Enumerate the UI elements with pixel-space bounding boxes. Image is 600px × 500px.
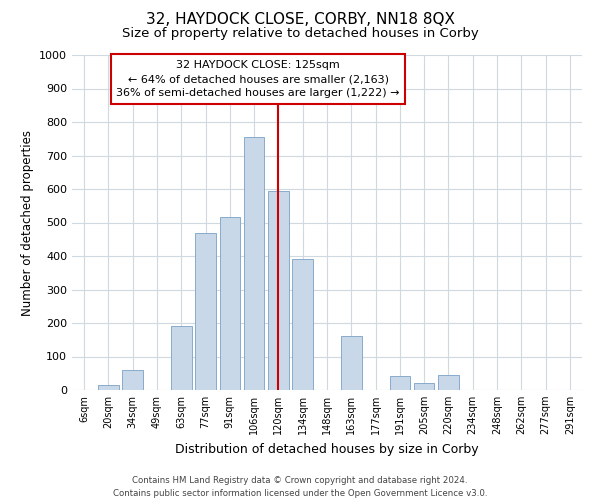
Bar bbox=[122, 370, 143, 390]
Bar bbox=[268, 190, 289, 390]
X-axis label: Distribution of detached houses by size in Corby: Distribution of detached houses by size … bbox=[175, 442, 479, 456]
Text: 32, HAYDOCK CLOSE, CORBY, NN18 8QX: 32, HAYDOCK CLOSE, CORBY, NN18 8QX bbox=[146, 12, 455, 28]
Bar bbox=[292, 260, 313, 390]
Text: Size of property relative to detached houses in Corby: Size of property relative to detached ho… bbox=[122, 28, 478, 40]
Bar bbox=[171, 326, 191, 390]
Bar bbox=[220, 218, 240, 390]
Bar bbox=[438, 375, 459, 390]
Bar bbox=[98, 386, 119, 390]
Bar bbox=[389, 376, 410, 390]
Bar bbox=[244, 137, 265, 390]
Text: 32 HAYDOCK CLOSE: 125sqm
← 64% of detached houses are smaller (2,163)
36% of sem: 32 HAYDOCK CLOSE: 125sqm ← 64% of detach… bbox=[116, 60, 400, 98]
Text: Contains HM Land Registry data © Crown copyright and database right 2024.
Contai: Contains HM Land Registry data © Crown c… bbox=[113, 476, 487, 498]
Bar bbox=[414, 384, 434, 390]
Bar bbox=[195, 232, 216, 390]
Y-axis label: Number of detached properties: Number of detached properties bbox=[20, 130, 34, 316]
Bar bbox=[341, 336, 362, 390]
